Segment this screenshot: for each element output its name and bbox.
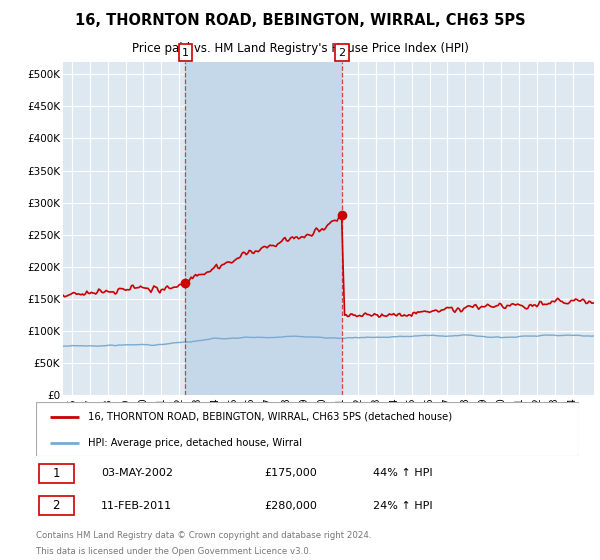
FancyBboxPatch shape: [36, 402, 579, 456]
Text: 03-MAY-2002: 03-MAY-2002: [101, 468, 173, 478]
Text: 24% ↑ HPI: 24% ↑ HPI: [373, 501, 432, 511]
Text: 16, THORNTON ROAD, BEBINGTON, WIRRAL, CH63 5PS (detached house): 16, THORNTON ROAD, BEBINGTON, WIRRAL, CH…: [88, 412, 452, 422]
Text: 16, THORNTON ROAD, BEBINGTON, WIRRAL, CH63 5PS: 16, THORNTON ROAD, BEBINGTON, WIRRAL, CH…: [74, 13, 526, 28]
Text: £280,000: £280,000: [264, 501, 317, 511]
Text: HPI: Average price, detached house, Wirral: HPI: Average price, detached house, Wirr…: [88, 438, 302, 447]
Text: 1: 1: [53, 467, 60, 480]
FancyBboxPatch shape: [39, 464, 74, 483]
Text: 44% ↑ HPI: 44% ↑ HPI: [373, 468, 432, 478]
Bar: [185, 62, 342, 395]
Text: Price paid vs. HM Land Registry's House Price Index (HPI): Price paid vs. HM Land Registry's House …: [131, 43, 469, 55]
Text: £175,000: £175,000: [264, 468, 317, 478]
FancyBboxPatch shape: [39, 496, 74, 515]
Text: Contains HM Land Registry data © Crown copyright and database right 2024.: Contains HM Land Registry data © Crown c…: [36, 531, 371, 540]
Text: 2: 2: [53, 499, 60, 512]
Text: 2: 2: [338, 48, 346, 58]
Text: 11-FEB-2011: 11-FEB-2011: [101, 501, 172, 511]
Text: 1: 1: [182, 48, 189, 58]
Text: This data is licensed under the Open Government Licence v3.0.: This data is licensed under the Open Gov…: [36, 548, 311, 557]
